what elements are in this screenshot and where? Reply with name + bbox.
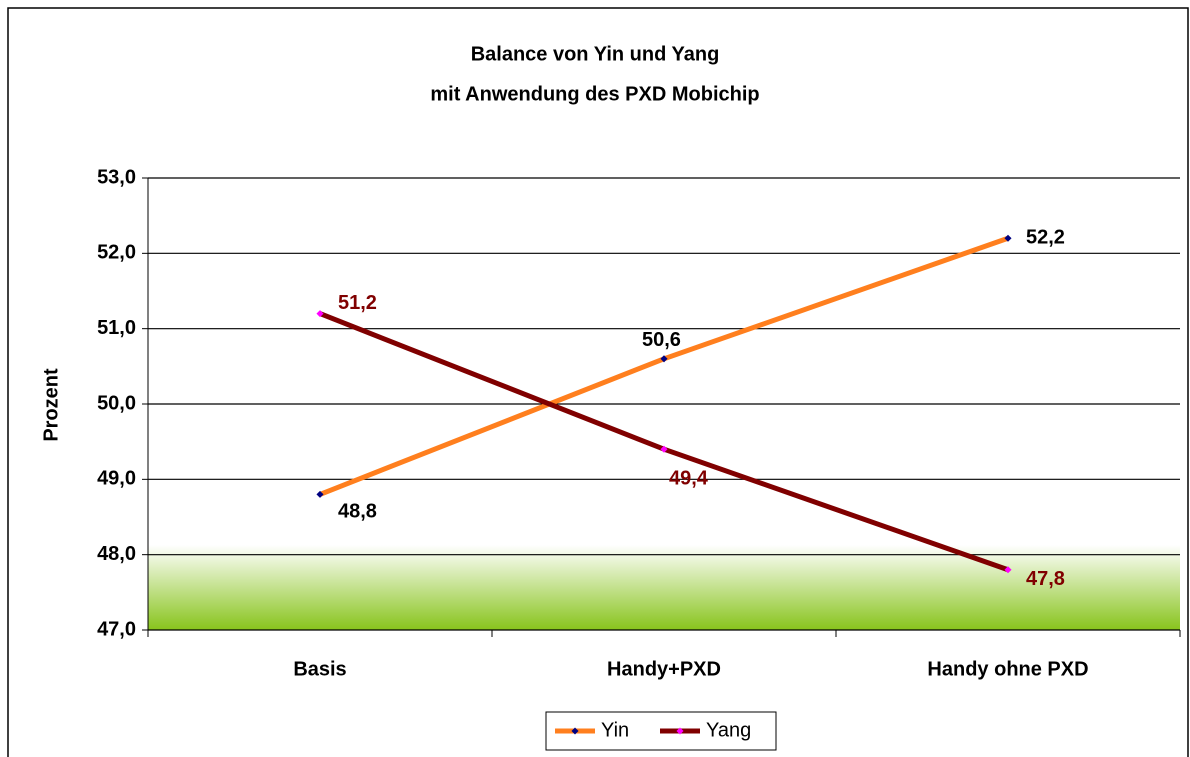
data-label: 47,8 (1026, 568, 1065, 590)
legend-label: Yang (706, 719, 751, 741)
data-label: 49,4 (669, 467, 709, 489)
y-tick-label: 49,0 (97, 468, 136, 490)
background-band (148, 545, 1180, 630)
legend-marker (571, 727, 579, 735)
chart-title: mit Anwendung des PXD Mobichip (430, 83, 759, 105)
marker (316, 490, 324, 498)
x-tick-label: Handy+PXD (607, 658, 721, 680)
y-tick-label: 48,0 (97, 543, 136, 565)
y-tick-label: 52,0 (97, 242, 136, 264)
data-label: 52,2 (1026, 227, 1065, 249)
marker (1004, 566, 1012, 574)
legend-label: Yin (601, 719, 629, 741)
x-tick-label: Handy ohne PXD (927, 658, 1088, 680)
data-label: 48,8 (338, 501, 377, 523)
y-axis-label: Prozent (40, 368, 62, 442)
y-tick-label: 47,0 (97, 618, 136, 640)
x-tick-label: Basis (293, 658, 346, 680)
data-label: 51,2 (338, 292, 377, 314)
marker (660, 445, 668, 453)
marker (660, 355, 668, 363)
y-tick-label: 53,0 (97, 166, 136, 188)
data-label: 50,6 (642, 329, 681, 351)
y-tick-label: 51,0 (97, 317, 136, 339)
chart-title: Balance von Yin und Yang (471, 43, 720, 65)
y-tick-label: 50,0 (97, 392, 136, 414)
legend-marker (676, 727, 684, 735)
marker (316, 310, 324, 318)
marker (1004, 234, 1012, 242)
